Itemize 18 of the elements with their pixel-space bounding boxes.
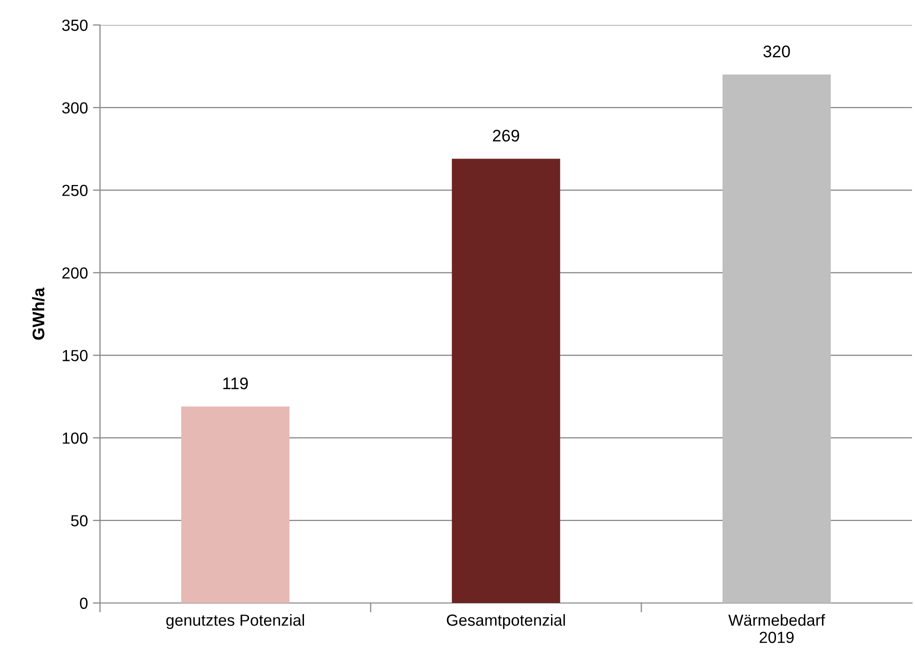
x-tick-label: genutztes Potenzial	[166, 614, 304, 629]
y-tick-label: 350	[62, 20, 88, 31]
y-tick-label: 100	[62, 432, 88, 444]
y-tick-label: 150	[62, 350, 88, 362]
y-tick-label: 300	[62, 102, 88, 114]
bar	[722, 74, 831, 603]
data-label: 320	[763, 46, 790, 58]
y-tick-label: 0	[80, 598, 88, 609]
data-label: 119	[223, 377, 248, 390]
bar	[181, 406, 290, 603]
x-tick-label: Gesamtpotenzial	[446, 614, 565, 629]
y-tick-label: 50	[71, 515, 88, 526]
data-label: 269	[492, 130, 520, 142]
y-tick-label: 250	[62, 184, 88, 196]
y-axis-title: GWh/a	[32, 288, 45, 340]
x-tick-label: Wärmebedarf 2019	[728, 614, 826, 644]
y-tick-label: 200	[62, 267, 88, 279]
bar	[452, 158, 560, 603]
